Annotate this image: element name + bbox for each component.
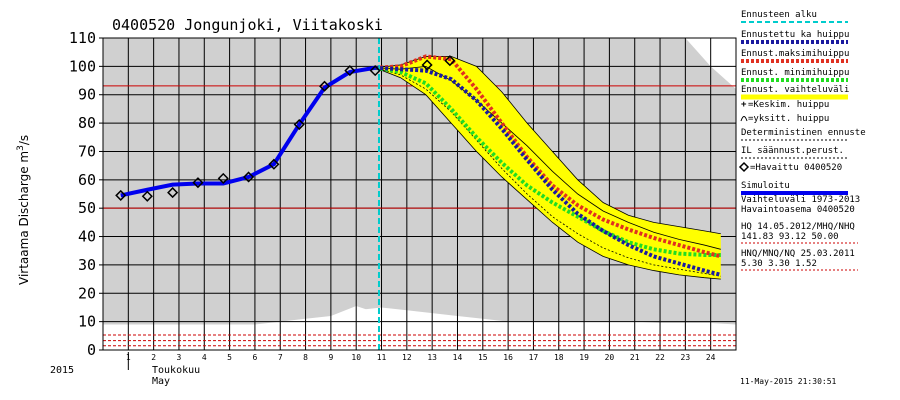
info-line: 141.83 93.12 50.00 bbox=[741, 232, 839, 242]
legend-label: Ennusteen alku bbox=[741, 10, 817, 20]
legend-label: Ennust. vaihteluväli bbox=[741, 85, 849, 95]
forecast-range-area bbox=[375, 56, 721, 280]
y-tick-label: 40 bbox=[78, 228, 96, 246]
legend-marker bbox=[740, 116, 748, 122]
forecast-max-peak-line bbox=[375, 54, 722, 259]
legend-label: IL säännust.perust. bbox=[741, 146, 844, 156]
x-tick-label: 22 bbox=[655, 353, 665, 362]
observed-point bbox=[192, 177, 204, 189]
y-tick-label: 30 bbox=[78, 256, 96, 274]
forecast-min-peak-line bbox=[374, 65, 721, 257]
legend-label: Simuloitu bbox=[741, 181, 790, 191]
y-axis-label: Virtaama Discharge m3/s bbox=[16, 135, 31, 285]
x-tick-label: 4 bbox=[202, 353, 207, 362]
plot-frame bbox=[102, 37, 737, 351]
x-tick-label: 15 bbox=[478, 353, 488, 362]
legend-label: =yksitt. huippu bbox=[748, 114, 829, 124]
y-tick-label: 80 bbox=[78, 114, 96, 132]
observed-point bbox=[141, 190, 153, 202]
timestamp-label: 11-May-2015 21:30:51 bbox=[740, 377, 837, 386]
forecast-mean-peak-line bbox=[375, 65, 722, 277]
y-tick-label: 110 bbox=[69, 29, 96, 47]
info-line: 5.30 3.30 1.52 bbox=[741, 259, 817, 269]
x-tick-label: 23 bbox=[681, 353, 691, 362]
observed-point bbox=[369, 65, 381, 77]
observed-point bbox=[344, 65, 356, 77]
y-tick-label: 10 bbox=[78, 313, 96, 331]
x-tick-label: 17 bbox=[529, 353, 539, 362]
x-tick-label: 20 bbox=[605, 353, 615, 362]
info-line: Vaihteluväli 1973-2013 bbox=[741, 195, 860, 205]
legend-label: =Havaittu 0400520 bbox=[750, 163, 842, 173]
legend-marker bbox=[738, 161, 750, 173]
x-tick-label: 10 bbox=[351, 353, 361, 362]
observed-point bbox=[115, 189, 127, 201]
legend-label: Deterministinen ennuste bbox=[741, 128, 866, 138]
y-tick-label: 20 bbox=[78, 284, 96, 302]
simulated-line bbox=[120, 65, 376, 198]
x-tick-label: 8 bbox=[303, 353, 308, 362]
x-tick-label: 7 bbox=[278, 353, 283, 362]
observed-point bbox=[421, 59, 433, 71]
weather-forecast-line bbox=[375, 67, 721, 277]
month-label-en: May bbox=[152, 376, 170, 387]
x-tick-label: 24 bbox=[706, 353, 716, 362]
info-line: HNQ/MNQ/NQ 25.03.2011 bbox=[741, 249, 855, 259]
month-label-fi: Toukokuu bbox=[152, 365, 200, 376]
observed-point bbox=[293, 118, 305, 131]
legend-label: Ennustettu ka huippu bbox=[741, 30, 849, 40]
info-line: HQ 14.05.2012/MHQ/NHQ bbox=[741, 222, 855, 232]
observed-point bbox=[243, 171, 255, 183]
x-tick-label: 5 bbox=[227, 353, 232, 362]
historical-range-area bbox=[103, 38, 736, 325]
x-tick-label: 6 bbox=[253, 353, 258, 362]
forecast-lower-line bbox=[375, 67, 721, 280]
legend-label: Ennust. minimihuippu bbox=[741, 68, 849, 78]
historical-low-area bbox=[103, 306, 736, 350]
x-tick-label: 2 bbox=[151, 353, 156, 362]
chart-title: 0400520 Jongunjoki, Viitakoski bbox=[112, 16, 383, 34]
observed-point bbox=[217, 172, 229, 184]
observed-point bbox=[167, 187, 179, 199]
y-tick-label: 70 bbox=[78, 142, 96, 160]
legend-marker: + bbox=[741, 100, 747, 110]
y-tick-label: 100 bbox=[69, 57, 96, 75]
y-tick-label: 0 bbox=[87, 341, 96, 359]
year-label: 2015 bbox=[50, 365, 74, 376]
observed-point bbox=[318, 80, 331, 92]
x-tick-label: 18 bbox=[554, 353, 564, 362]
x-tick-label: 19 bbox=[579, 353, 589, 362]
x-tick-label: 14 bbox=[453, 353, 463, 362]
x-tick-label: 9 bbox=[328, 353, 333, 362]
x-tick-label: 21 bbox=[630, 353, 640, 362]
y-tick-label: 90 bbox=[78, 86, 96, 104]
observed-point bbox=[268, 158, 280, 170]
y-tick-label: 60 bbox=[78, 171, 96, 189]
x-tick-label: 11 bbox=[377, 353, 387, 362]
x-tick-label: 12 bbox=[402, 353, 412, 362]
legend: Ennusteen alku Ennustettu ka huippu Ennust… bbox=[738, 10, 866, 195]
deterministic-forecast-line bbox=[375, 65, 721, 250]
x-tick-label: 13 bbox=[427, 353, 437, 362]
x-tick-label: 16 bbox=[503, 353, 513, 362]
y-tick-label: 50 bbox=[78, 199, 96, 217]
x-tick-label: 3 bbox=[177, 353, 182, 362]
observed-point bbox=[444, 55, 456, 67]
legend-label: Ennust.maksimihuippu bbox=[741, 49, 849, 59]
legend-label: =Keskim. huippu bbox=[748, 100, 829, 110]
info-line: Havaintoasema 0400520 bbox=[741, 205, 855, 215]
